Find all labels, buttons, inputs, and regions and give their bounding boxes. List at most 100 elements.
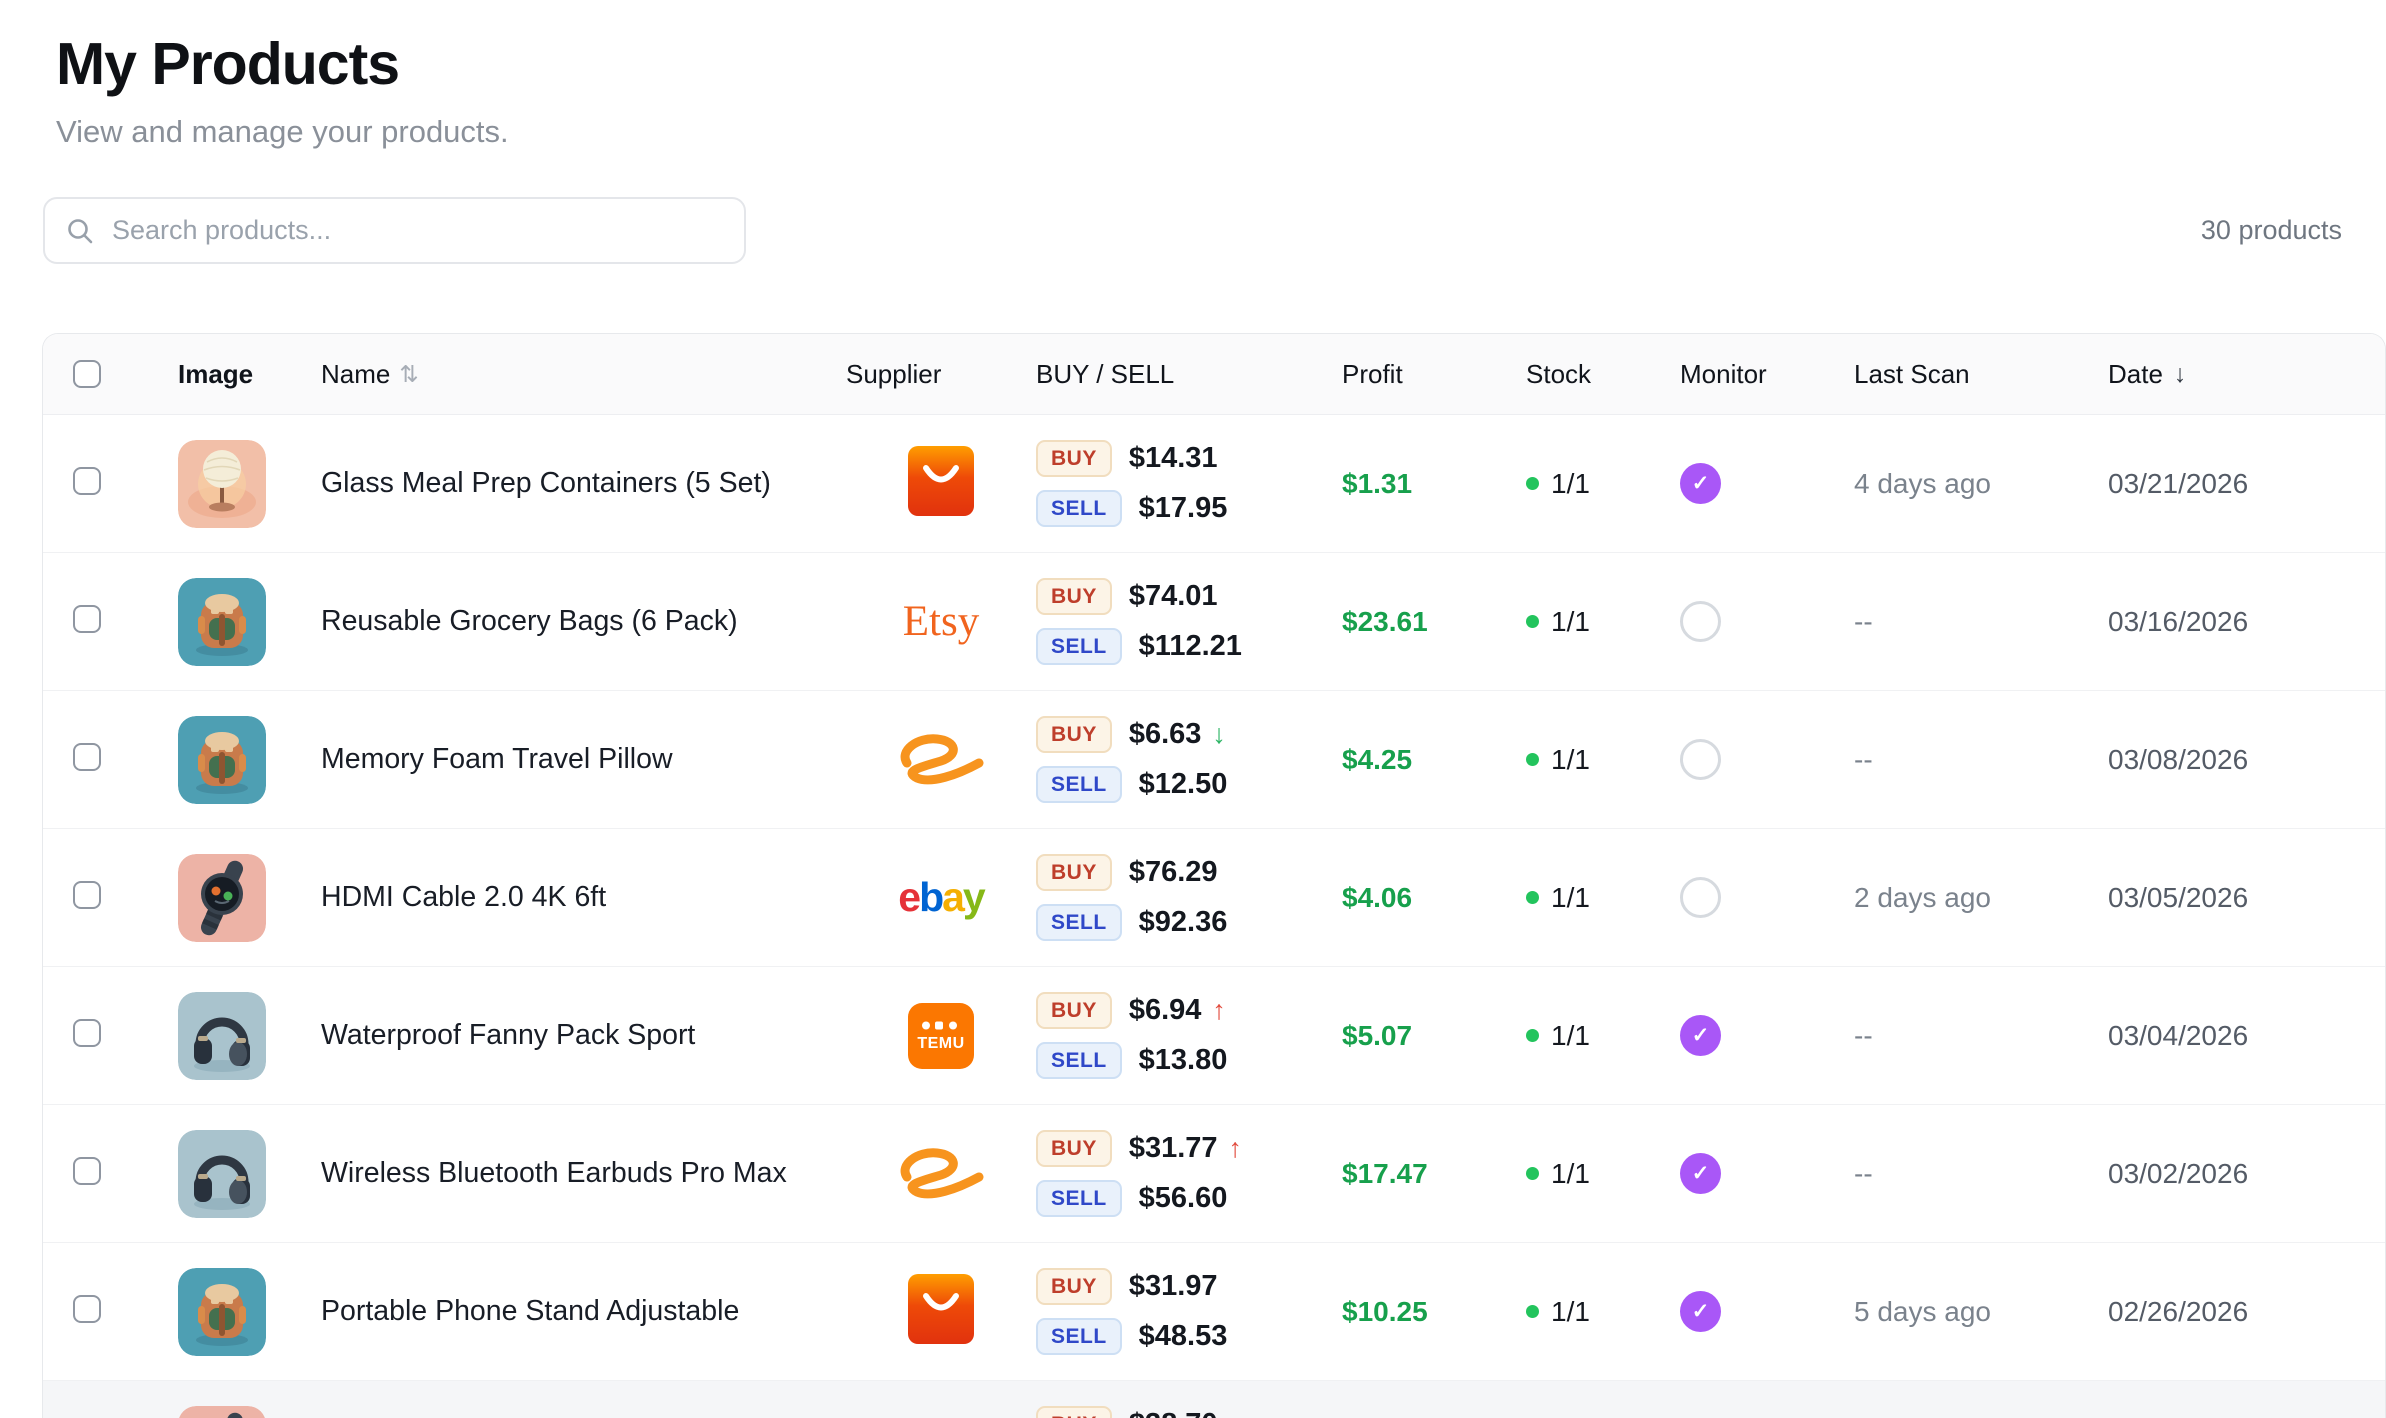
- buy-price: $74.01: [1128, 580, 1218, 612]
- supplier-aliexpress-logo: [906, 1272, 976, 1351]
- monitor-toggle[interactable]: ✓: [1680, 1015, 1721, 1056]
- stock-value: 1/1: [1551, 881, 1590, 913]
- price-down-icon: ↓: [1212, 719, 1226, 749]
- table-header: Image Name ⇅ Supplier BUY / SELL Profit S…: [43, 334, 2385, 415]
- buy-price: $76.29: [1128, 856, 1218, 888]
- search-input[interactable]: [110, 214, 724, 247]
- buy-price: $6.63: [1128, 718, 1202, 750]
- row-checkbox[interactable]: [73, 743, 101, 771]
- products-count: 30 products: [2200, 215, 2342, 245]
- supplier-alibaba-logo: [891, 729, 991, 790]
- search-icon: [68, 218, 93, 243]
- product-image-watch: [178, 853, 266, 942]
- buy-price: $38.70: [1129, 1408, 1218, 1418]
- sell-price: $17.95: [1138, 492, 1228, 524]
- column-header-stock: Stock: [1526, 358, 1592, 389]
- profit-value: $17.47: [1342, 1157, 1428, 1189]
- row-checkbox[interactable]: [73, 467, 101, 495]
- buy-price: $6.94: [1128, 994, 1202, 1026]
- price-up-icon: ↑: [1228, 1133, 1243, 1163]
- stock-dot: [1526, 1167, 1539, 1180]
- row-checkbox[interactable]: [73, 605, 101, 633]
- monitor-toggle[interactable]: [1680, 739, 1721, 780]
- profit-value: $5.07: [1342, 1019, 1413, 1051]
- page-title: My Products: [56, 31, 400, 97]
- sell-price: $56.60: [1138, 1182, 1228, 1214]
- toolbar: 30 products: [43, 197, 2342, 264]
- column-header-supplier: Supplier: [846, 358, 942, 389]
- stock-dot: [1526, 753, 1539, 766]
- last-scan-value: --: [1854, 605, 1873, 637]
- buy-badge: BUY: [1036, 1268, 1112, 1305]
- stock-dot: [1526, 1305, 1539, 1318]
- table-row[interactable]: LED Ring Light 10" with Tripod Stand eba…: [43, 1381, 2385, 1418]
- sell-price: $92.36: [1138, 906, 1228, 938]
- sell-badge: SELL: [1036, 766, 1122, 803]
- buy-badge: BUY: [1036, 578, 1112, 615]
- name-sort-icon[interactable]: ⇅: [399, 360, 419, 387]
- column-header-monitor: Monitor: [1680, 358, 1767, 389]
- table-row[interactable]: Wireless Bluetooth Earbuds Pro Max BUY $…: [43, 1105, 2385, 1243]
- table-row[interactable]: Memory Foam Travel Pillow BUY $6.63 ↓ SE…: [43, 691, 2385, 829]
- monitor-toggle[interactable]: [1680, 601, 1721, 642]
- monitor-toggle[interactable]: ✓: [1680, 1153, 1721, 1194]
- product-name: Glass Meal Prep Containers (5 Set): [321, 467, 771, 499]
- product-image-watch: [178, 1405, 266, 1418]
- product-name: Waterproof Fanny Pack Sport: [321, 1019, 696, 1051]
- date-value: 02/26/2026: [2108, 1295, 2249, 1327]
- last-scan-value: --: [1854, 743, 1873, 775]
- search-box[interactable]: [43, 197, 746, 264]
- date-sort-icon[interactable]: ↓: [2173, 359, 2187, 388]
- row-checkbox[interactable]: [73, 1019, 101, 1047]
- profit-value: $4.06: [1342, 881, 1413, 913]
- row-checkbox[interactable]: [73, 1157, 101, 1185]
- sell-price: $12.50: [1138, 768, 1228, 800]
- monitor-toggle[interactable]: ✓: [1680, 463, 1721, 504]
- supplier-aliexpress-logo: [906, 444, 976, 523]
- table-row[interactable]: Portable Phone Stand Adjustable BUY $31.…: [43, 1243, 2385, 1381]
- product-image-backpack: [178, 715, 266, 804]
- product-name: Portable Phone Stand Adjustable: [321, 1295, 740, 1327]
- last-scan-value: 2 days ago: [1854, 881, 1991, 913]
- buy-price: $31.77: [1128, 1132, 1218, 1164]
- column-header-name[interactable]: Name ⇅: [321, 358, 419, 389]
- column-header-date[interactable]: Date ↓: [2108, 358, 2187, 389]
- date-value: 03/21/2026: [2108, 467, 2249, 499]
- stock-dot: [1526, 615, 1539, 628]
- buy-badge: BUY: [1036, 440, 1112, 477]
- table-row[interactable]: Glass Meal Prep Containers (5 Set) BUY $…: [43, 415, 2385, 553]
- last-scan-value: --: [1854, 1019, 1873, 1051]
- profit-value: $4.25: [1342, 743, 1413, 775]
- buy-badge: BUY: [1036, 1130, 1112, 1167]
- select-all-checkbox[interactable]: [73, 360, 101, 388]
- buy-badge: BUY: [1036, 854, 1112, 891]
- stock-dot: [1526, 477, 1539, 490]
- row-checkbox[interactable]: [73, 881, 101, 909]
- supplier-temu-logo: TEMU: [908, 1002, 974, 1069]
- stock-value: 1/1: [1551, 605, 1590, 637]
- sell-badge: SELL: [1036, 1042, 1122, 1079]
- table-row[interactable]: Reusable Grocery Bags (6 Pack) Etsy BUY …: [43, 553, 2385, 691]
- supplier-etsy-logo: Etsy: [902, 598, 980, 645]
- supplier-alibaba-logo: [891, 1143, 991, 1204]
- monitor-toggle[interactable]: [1680, 877, 1721, 918]
- profit-value: $23.61: [1342, 605, 1428, 637]
- buy-price: $14.31: [1128, 442, 1218, 474]
- monitor-toggle[interactable]: ✓: [1680, 1291, 1721, 1332]
- row-checkbox[interactable]: [73, 1295, 101, 1323]
- table-body: Glass Meal Prep Containers (5 Set) BUY $…: [43, 415, 2385, 1418]
- sell-badge: SELL: [1036, 1180, 1122, 1217]
- product-image-backpack: [178, 577, 266, 666]
- sell-badge: SELL: [1036, 490, 1122, 527]
- sell-badge: SELL: [1036, 628, 1122, 665]
- date-value: 03/05/2026: [2108, 881, 2249, 913]
- column-header-image: Image: [178, 358, 254, 389]
- product-image-headphones: [178, 991, 266, 1080]
- stock-value: 1/1: [1551, 1157, 1590, 1189]
- stock-value: 1/1: [1551, 1295, 1590, 1327]
- table-row[interactable]: HDMI Cable 2.0 4K 6ft ebay BUY $76.29 SE…: [43, 829, 2385, 967]
- date-value: 03/08/2026: [2108, 743, 2249, 775]
- table-row[interactable]: Waterproof Fanny Pack Sport TEMU BUY $6.…: [43, 967, 2385, 1105]
- date-value: 03/04/2026: [2108, 1019, 2249, 1051]
